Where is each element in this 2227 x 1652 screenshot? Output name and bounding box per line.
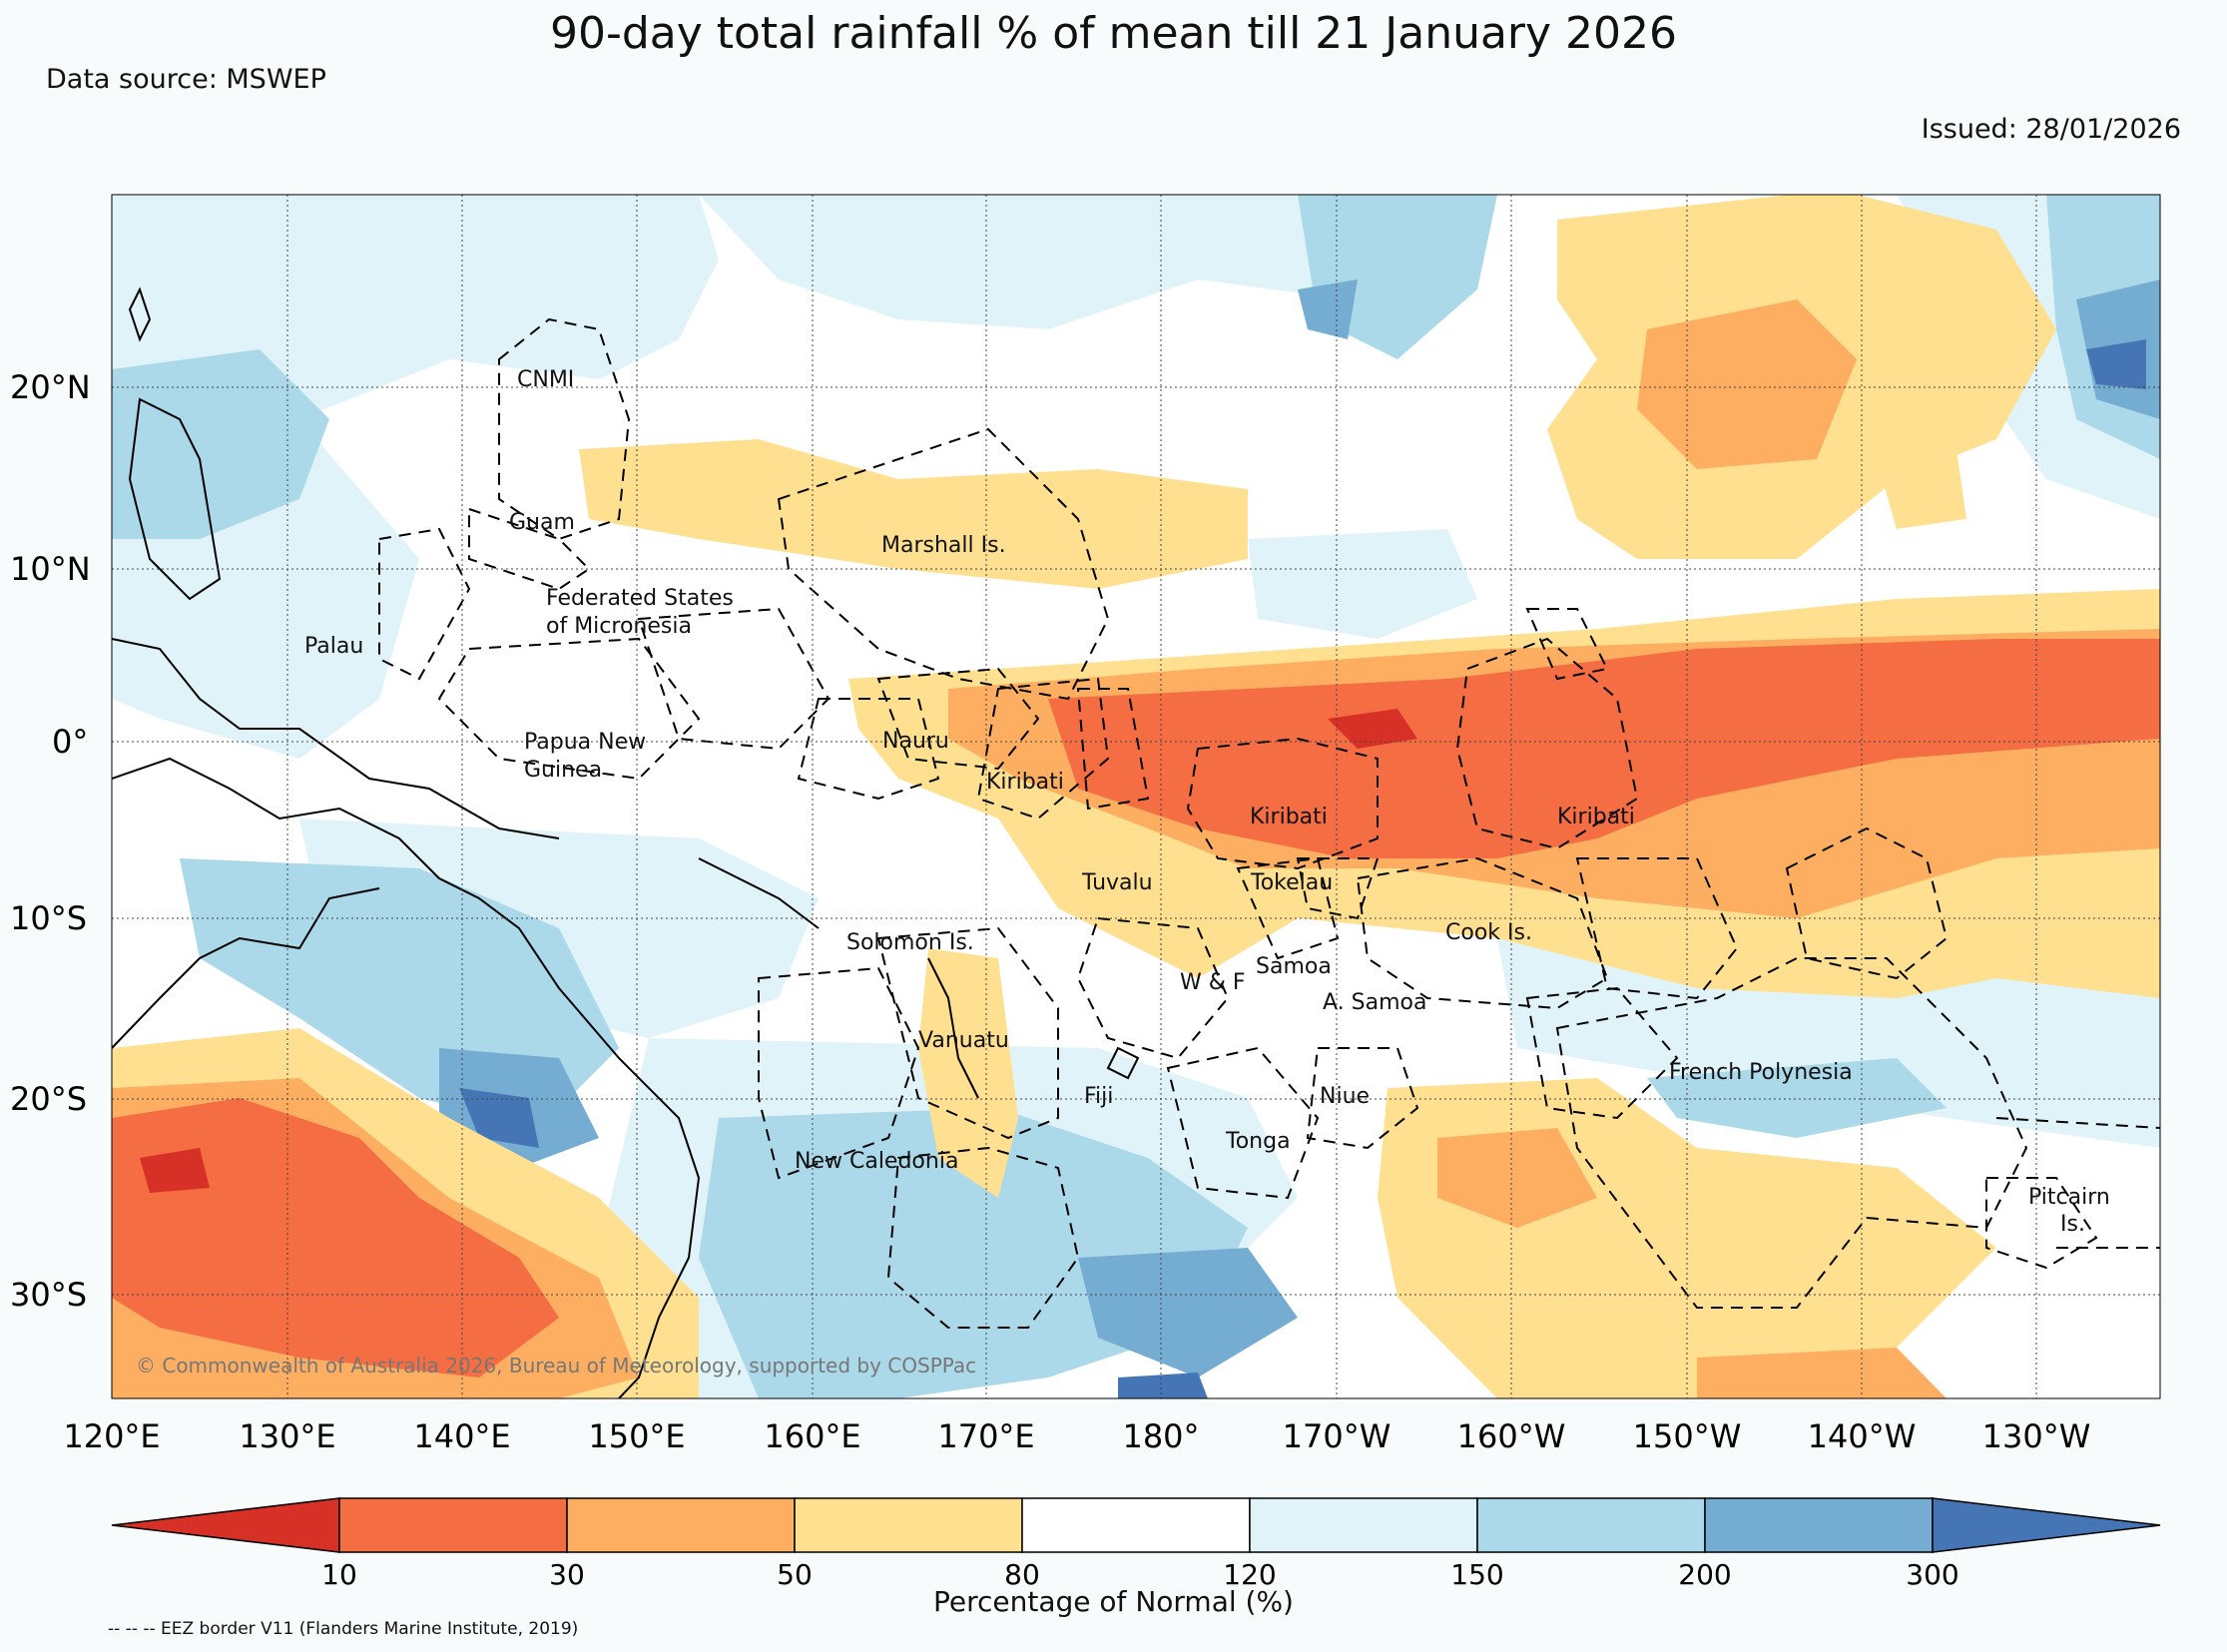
colorbar (111, 1497, 2161, 1553)
region-label-vanuatu: Vanuatu (918, 1028, 1009, 1053)
region-label-marshall: Marshall Is. (881, 533, 1006, 558)
coastlines (112, 286, 1140, 1398)
region-label-niue: Niue (1320, 1084, 1370, 1109)
lat-label: 30°S (10, 1276, 87, 1314)
region-label-tokelau: Tokelau (1250, 870, 1333, 895)
lon-label: 120°E (63, 1417, 160, 1455)
colorbar-min-arrow (111, 1497, 340, 1553)
lon-label: 150°E (588, 1417, 685, 1455)
lon-label: 180° (1122, 1417, 1199, 1455)
region-label-kiribati-east: Kiribati (1557, 805, 1635, 829)
region-label-new-caledonia: New Caledonia (795, 1149, 958, 1174)
lon-label: 140°W (1808, 1417, 1917, 1455)
lat-label: 0° (52, 723, 88, 761)
map-frame (111, 194, 2161, 1399)
colorbar-tick: 150 (1450, 1558, 1503, 1591)
colorbar-tick: 50 (777, 1558, 813, 1591)
lat-label: 20°N (10, 368, 91, 406)
lon-label: 130°W (1982, 1417, 2091, 1455)
colorbar-segment (1704, 1497, 1934, 1553)
colorbar-segment (794, 1497, 1023, 1553)
colorbar-segment (338, 1497, 568, 1553)
region-label-fsm-1: Federated States (546, 586, 734, 611)
colorbar-tick: 10 (321, 1558, 357, 1591)
region-label-png-2: Guinea (524, 758, 602, 783)
region-label-palau: Palau (304, 634, 363, 659)
lon-label: 160°E (764, 1417, 860, 1455)
colorbar-tick: 200 (1678, 1558, 1731, 1591)
region-label-kiribati-central: Kiribati (1250, 805, 1328, 829)
lat-label: 10°N (10, 550, 91, 588)
colorbar-segment (1249, 1497, 1478, 1553)
colorbar-ticks: 10 30 50 80 120 150 200 300 (321, 1558, 1959, 1591)
region-label-tuvalu: Tuvalu (1081, 870, 1153, 895)
region-label-nauru: Nauru (882, 729, 949, 754)
latitude-labels: 20°N 10°N 0° 10°S 20°S 30°S (10, 368, 91, 1314)
dry-extreme-patches (140, 709, 1417, 1193)
region-label-french-polynesia: French Polynesia (1669, 1060, 1853, 1085)
colorbar-segment (1476, 1497, 1706, 1553)
region-label-png-1: Papua New (524, 730, 646, 755)
region-label-solomon: Solomon Is. (846, 930, 974, 955)
dry-strong-patches (112, 639, 2160, 1377)
lon-label: 160°W (1457, 1417, 1566, 1455)
wet-darkest-patches (459, 339, 2146, 1398)
region-label-pitcairn-2: Is. (2060, 1212, 2085, 1237)
region-label-cnmi: CNMI (517, 367, 574, 392)
colorbar-segment (1021, 1497, 1251, 1553)
lat-label: 20°S (10, 1080, 87, 1118)
region-label-fiji: Fiji (1084, 1084, 1113, 1109)
region-label-fsm-2: of Micronesia (546, 614, 692, 639)
longitude-labels: 120°E 130°E 140°E 150°E 160°E 170°E 180°… (63, 1417, 2090, 1455)
colorbar-segment (566, 1497, 796, 1553)
graticule (112, 195, 2160, 1398)
colorbar-tick: 30 (549, 1558, 585, 1591)
lon-label: 130°E (239, 1417, 335, 1455)
lon-label: 170°W (1283, 1417, 1392, 1455)
copyright-notice: © Commonwealth of Australia 2026, Bureau… (136, 1354, 976, 1377)
issued-date-label: Issued: 28/01/2026 (1921, 114, 2181, 145)
region-labels: CNMI Guam Marshall Is. Federated States … (304, 367, 2110, 1237)
region-label-tonga: Tonga (1225, 1129, 1291, 1154)
lat-label: 10°S (10, 899, 87, 937)
eez-borders (378, 317, 2160, 1329)
region-label-samoa: Samoa (1256, 954, 1332, 979)
region-label-guam: Guam (509, 510, 575, 535)
lon-label: 140°E (413, 1417, 510, 1455)
region-label-wf: W & F (1180, 970, 1246, 995)
map-layer: CNMI Guam Marshall Is. Federated States … (112, 195, 2160, 1398)
region-label-pitcairn-1: Pitcairn (2028, 1185, 2110, 1210)
region-label-kiribati-west: Kiribati (986, 770, 1064, 795)
colorbar-tick: 80 (1004, 1558, 1040, 1591)
region-label-american-samoa: A. Samoa (1323, 990, 1426, 1015)
eez-legend-note: -- -- -- EEZ border V11 (Flanders Marine… (108, 1619, 579, 1639)
lon-label: 150°W (1633, 1417, 1742, 1455)
colorbar-tick: 120 (1223, 1558, 1276, 1591)
data-source-label: Data source: MSWEP (46, 64, 326, 95)
colorbar-max-arrow (1932, 1497, 2161, 1553)
page-title: 90-day total rainfall % of mean till 21 … (549, 8, 1678, 59)
colorbar-tick: 300 (1906, 1558, 1958, 1591)
lon-label: 170°E (937, 1417, 1034, 1455)
region-label-cook: Cook Is. (1445, 920, 1532, 945)
colorbar-title: Percentage of Normal (%) (933, 1585, 1294, 1618)
